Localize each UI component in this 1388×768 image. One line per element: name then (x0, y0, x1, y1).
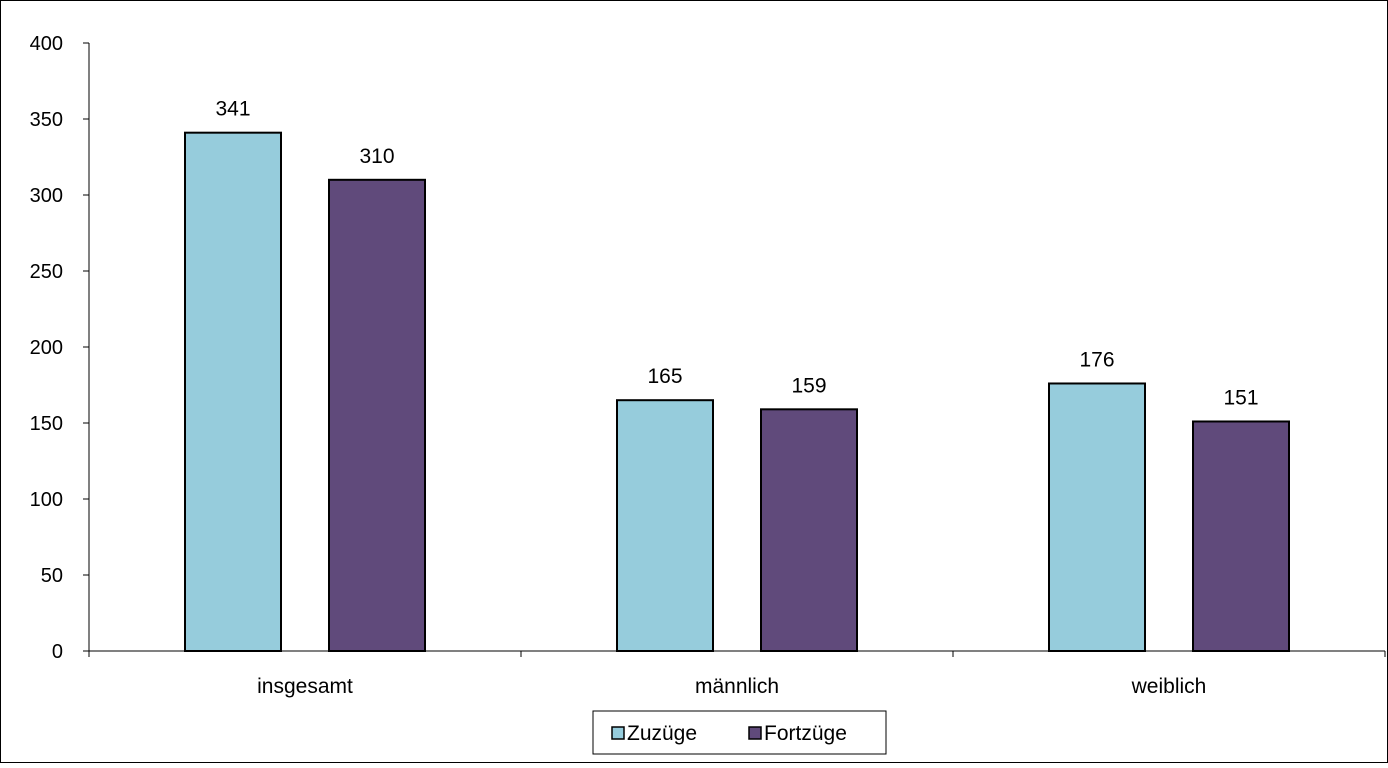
data-label: 310 (359, 145, 394, 168)
bar (760, 408, 858, 652)
bar (184, 131, 282, 652)
x-tick-label: männlich (695, 675, 779, 698)
y-tick-label: 250 (30, 261, 63, 283)
bars (184, 131, 1290, 653)
data-label: 159 (791, 374, 826, 397)
legend-swatch (748, 726, 762, 740)
y-tick-label: 400 (30, 33, 63, 55)
data-labels: 341 165 176 310 159 151 (215, 98, 1258, 410)
y-tick-label: 50 (41, 565, 63, 587)
y-axis: 0 50 100 150 200 250 300 350 400 (30, 33, 90, 663)
data-label: 151 (1223, 386, 1258, 409)
y-tick-label: 300 (30, 185, 63, 207)
x-tick-label: weiblich (1131, 675, 1207, 698)
legend-box (592, 710, 887, 755)
legend-label: Zuzüge (627, 722, 697, 745)
data-label: 176 (1079, 348, 1114, 371)
data-label: 165 (647, 365, 682, 388)
bar (1048, 382, 1146, 652)
y-tick-label: 350 (30, 109, 63, 131)
x-axis: insgesamt männlich weiblich (88, 650, 1386, 698)
x-tick-label: insgesamt (257, 675, 353, 698)
legend-swatch (611, 726, 625, 740)
y-tick-label: 100 (30, 489, 63, 511)
legend: Zuzüge Fortzüge (592, 710, 887, 755)
bar (616, 399, 714, 653)
y-tick-label: 0 (52, 641, 63, 663)
legend-label: Fortzüge (764, 722, 847, 745)
data-label: 341 (215, 98, 250, 121)
y-tick-label: 150 (30, 413, 63, 435)
bar (328, 178, 426, 653)
bar (1192, 420, 1290, 653)
y-tick-label: 200 (30, 337, 63, 359)
